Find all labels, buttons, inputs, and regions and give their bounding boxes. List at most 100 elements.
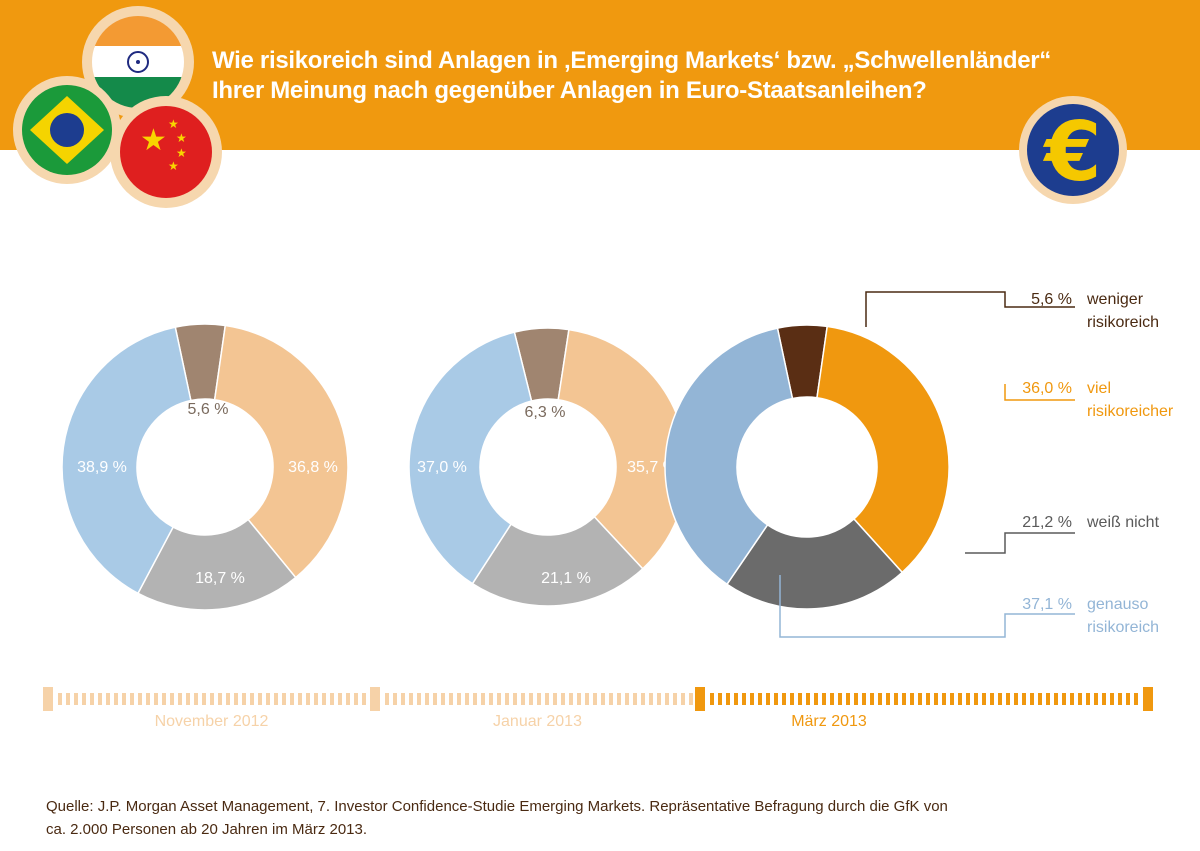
timeline-tick	[750, 693, 754, 705]
timeline-tick	[306, 693, 310, 705]
timeline-tick	[1094, 693, 1098, 705]
page-title: Wie risikoreich sind Anlagen in ‚Emergin…	[212, 46, 1051, 106]
timeline-tick	[401, 693, 405, 705]
donut-chart-1: 5,6 % 36,8 % 18,7 % 38,9 %	[61, 323, 349, 611]
timeline-tick	[966, 693, 970, 705]
slice-label: 5,6 %	[188, 401, 229, 418]
timeline-tick	[998, 693, 1002, 705]
timeline-tick	[138, 693, 142, 705]
timeline-tick	[1014, 693, 1018, 705]
timeline-tick	[814, 693, 818, 705]
donut-slice	[471, 515, 644, 607]
timeline-tick	[862, 693, 866, 705]
timeline-tick	[950, 693, 954, 705]
slice-label: 38,9 %	[77, 459, 127, 476]
timeline-tick	[210, 693, 214, 705]
timeline-tick	[665, 693, 669, 705]
timeline-tick	[782, 693, 786, 705]
timeline-tick	[822, 693, 826, 705]
timeline-tick	[846, 693, 850, 705]
timeline-tick	[481, 693, 485, 705]
timeline-marker	[370, 687, 380, 711]
timeline-tick	[798, 693, 802, 705]
legend-label: genauso	[1087, 596, 1148, 613]
donut-slice	[557, 328, 688, 570]
timeline-tick	[974, 693, 978, 705]
timeline-tick	[734, 693, 738, 705]
timeline-tick	[521, 693, 525, 705]
timeline-tick	[1022, 693, 1026, 705]
timeline-tick	[1086, 693, 1090, 705]
timeline-tick	[585, 693, 589, 705]
svg-text:★: ★	[176, 146, 187, 160]
timeline-tick	[641, 693, 645, 705]
svg-text:★: ★	[140, 123, 167, 158]
donut-slice	[213, 324, 349, 579]
timeline-tick	[186, 693, 190, 705]
timeline-tick	[330, 693, 334, 705]
timeline-tick	[298, 693, 302, 705]
timeline-tick	[417, 693, 421, 705]
timeline-tick	[202, 693, 206, 705]
legend-label: viel	[1087, 380, 1111, 397]
timeline-tick	[790, 693, 794, 705]
timeline-tick	[1134, 693, 1138, 705]
timeline-tick	[409, 693, 413, 705]
timeline-tick	[910, 693, 914, 705]
timeline-tick	[178, 693, 182, 705]
timeline-tick	[433, 693, 437, 705]
timeline-tick	[830, 693, 834, 705]
timeline-tick	[561, 693, 565, 705]
timeline-marker	[695, 687, 705, 711]
timeline-tick	[346, 693, 350, 705]
timeline-tick	[766, 693, 770, 705]
timeline-tick	[194, 693, 198, 705]
timeline-segment: März 2013	[695, 687, 1153, 730]
timeline-tick	[982, 693, 986, 705]
timeline-tick	[441, 693, 445, 705]
timeline-segment: Januar 2013	[370, 687, 693, 730]
timeline-tick	[1118, 693, 1122, 705]
timeline-label: Januar 2013	[493, 713, 582, 730]
timeline-tick	[98, 693, 102, 705]
china-flag-icon: ★ ★ ★ ★ ★	[110, 96, 222, 208]
timeline-tick	[1054, 693, 1058, 705]
timeline-tick	[505, 693, 509, 705]
timeline-tick	[114, 693, 118, 705]
timeline-tick	[1046, 693, 1050, 705]
timeline-tick	[1078, 693, 1082, 705]
legend-value: 37,1 %	[1022, 596, 1072, 613]
legend-label: risikoreich	[1087, 314, 1159, 331]
timeline-tick	[146, 693, 150, 705]
timeline-tick	[1062, 693, 1066, 705]
timeline-tick	[242, 693, 246, 705]
timeline-tick	[758, 693, 762, 705]
timeline-tick	[569, 693, 573, 705]
timeline-tick	[90, 693, 94, 705]
donut-slice	[725, 517, 904, 610]
euro-coin-icon: €	[1019, 96, 1127, 204]
timeline-tick	[473, 693, 477, 705]
legend-item: 5,6 % weniger risikoreich	[1031, 291, 1159, 331]
timeline-tick	[449, 693, 453, 705]
timeline-tick	[130, 693, 134, 705]
legend-label: risikoreicher	[1087, 403, 1174, 420]
timeline-tick	[122, 693, 126, 705]
timeline-tick	[633, 693, 637, 705]
legend-label: risikoreich	[1087, 619, 1159, 636]
slice-label: 6,3 %	[525, 404, 566, 421]
timeline-tick	[170, 693, 174, 705]
timeline-tick	[1030, 693, 1034, 705]
source-line-2: ca. 2.000 Personen ab 20 Jahren im März …	[46, 821, 368, 838]
donut-slice	[61, 326, 192, 595]
timeline-label: März 2013	[791, 713, 867, 730]
slice-label: 18,7 %	[195, 570, 245, 587]
timeline-tick	[742, 693, 746, 705]
timeline-tick	[625, 693, 629, 705]
timeline-tick	[553, 693, 557, 705]
svg-text:★: ★	[168, 159, 179, 173]
timeline-tick	[154, 693, 158, 705]
timeline-tick	[74, 693, 78, 705]
timeline-tick	[106, 693, 110, 705]
